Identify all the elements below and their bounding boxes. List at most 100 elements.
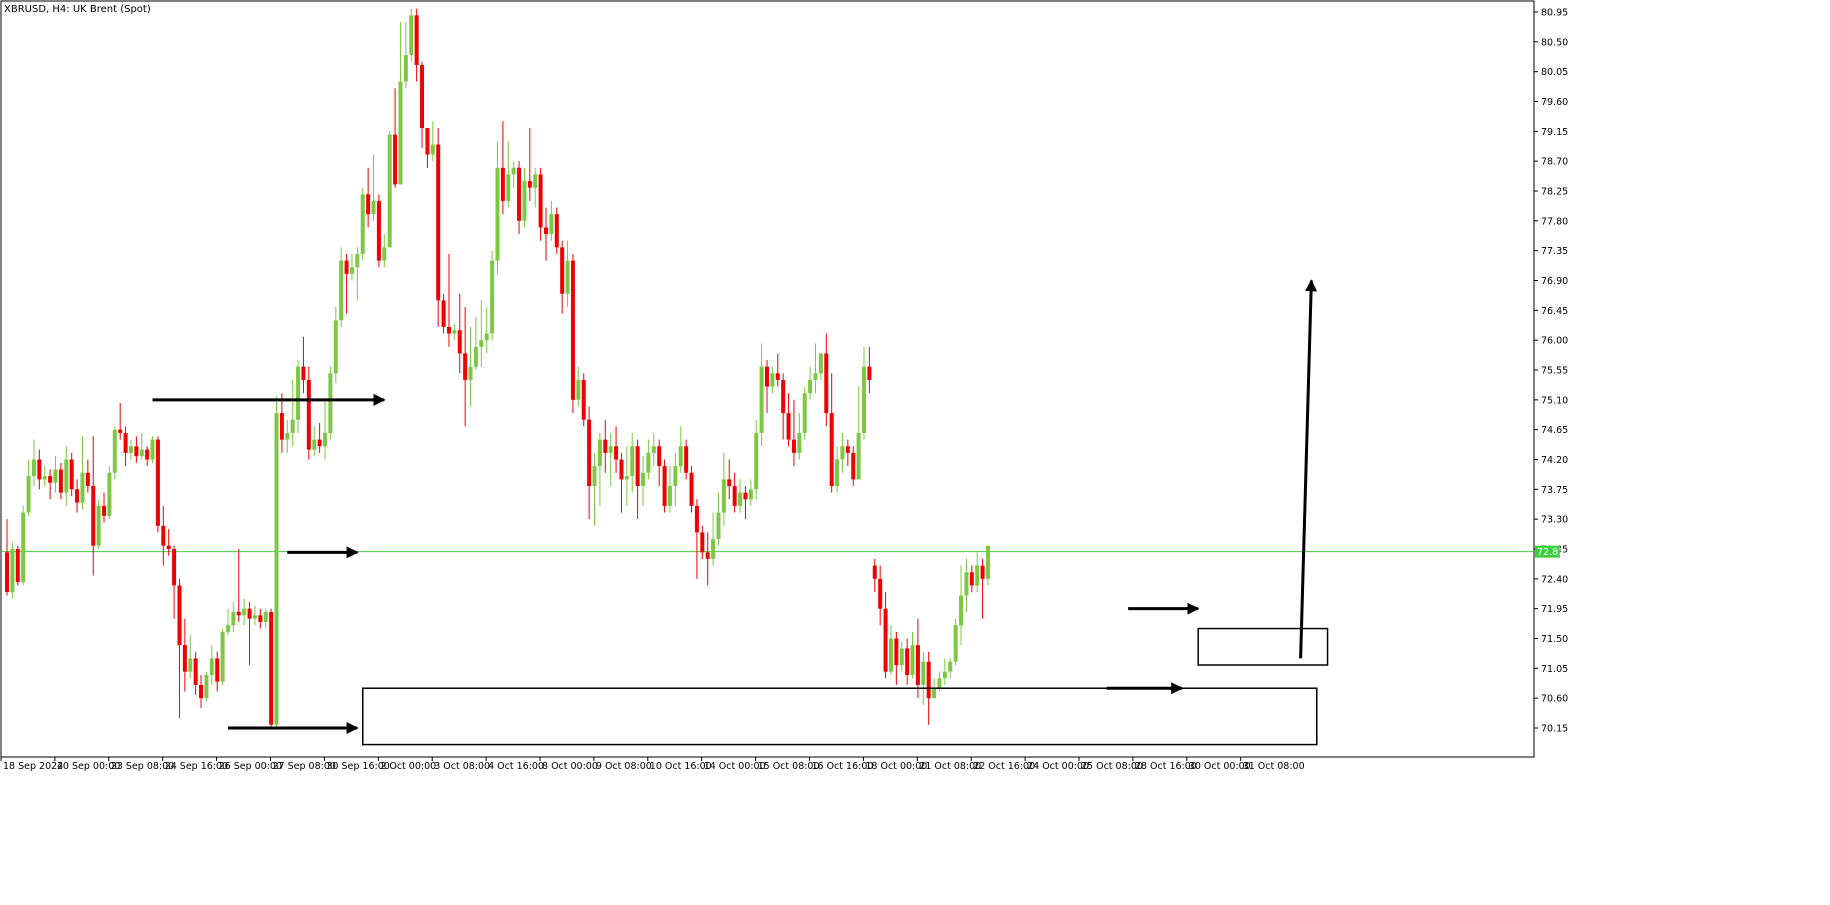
candle[interactable] (112, 426, 117, 480)
candle[interactable] (209, 645, 214, 685)
candle[interactable] (721, 452, 726, 526)
candle[interactable] (107, 466, 112, 520)
candle[interactable] (705, 532, 710, 586)
candle[interactable] (263, 608, 268, 629)
candle[interactable] (349, 253, 354, 281)
candle[interactable] (85, 459, 90, 493)
candle[interactable] (587, 406, 592, 520)
candle[interactable] (770, 366, 775, 394)
candle[interactable] (215, 651, 220, 692)
candle[interactable] (118, 403, 123, 440)
candle[interactable] (252, 605, 257, 626)
candle[interactable] (980, 558, 985, 619)
candle[interactable] (274, 396, 279, 728)
candle[interactable] (716, 492, 721, 546)
candle[interactable] (597, 432, 602, 506)
candle[interactable] (403, 21, 408, 89)
candle[interactable] (802, 386, 807, 440)
candle[interactable] (684, 439, 689, 480)
candle[interactable] (969, 565, 974, 593)
candle[interactable] (53, 456, 58, 493)
candle[interactable] (797, 413, 802, 460)
annotation-arrow[interactable] (1299, 279, 1318, 659)
candle[interactable] (538, 167, 543, 241)
candle[interactable] (759, 343, 764, 447)
candle[interactable] (754, 419, 759, 500)
candle[interactable] (700, 525, 705, 559)
candle[interactable] (915, 618, 920, 699)
candle[interactable] (64, 446, 69, 506)
candle[interactable] (134, 436, 139, 463)
candle[interactable] (517, 161, 522, 235)
candle[interactable] (570, 253, 575, 414)
candle[interactable] (166, 529, 171, 556)
candle[interactable] (75, 479, 80, 513)
candle[interactable] (231, 602, 236, 632)
annotation-rectangle[interactable] (1197, 627, 1329, 666)
candle[interactable] (592, 452, 597, 526)
candle[interactable] (312, 426, 317, 457)
candle[interactable] (414, 8, 419, 82)
candle[interactable] (851, 446, 856, 487)
candle[interactable] (490, 250, 495, 341)
candle[interactable] (360, 187, 365, 261)
candle[interactable] (48, 469, 53, 500)
candle[interactable] (328, 366, 333, 440)
candle[interactable] (182, 618, 187, 692)
candle[interactable] (204, 671, 209, 702)
candle[interactable] (506, 141, 511, 208)
candle[interactable] (279, 393, 284, 453)
candle[interactable] (748, 479, 753, 506)
candle[interactable] (376, 194, 381, 268)
candle[interactable] (463, 307, 468, 427)
candle[interactable] (764, 360, 769, 414)
candle[interactable] (225, 608, 230, 636)
candle[interactable] (436, 128, 441, 327)
candle[interactable] (80, 436, 85, 510)
candle[interactable] (786, 393, 791, 447)
candle[interactable] (883, 592, 888, 679)
candle[interactable] (781, 373, 786, 440)
candle[interactable] (840, 432, 845, 473)
candle[interactable] (161, 505, 166, 566)
candle[interactable] (614, 426, 619, 473)
candle[interactable] (446, 253, 451, 347)
candle[interactable] (420, 61, 425, 148)
candle[interactable] (37, 449, 42, 490)
candle[interactable] (959, 565, 964, 646)
candle[interactable] (624, 446, 629, 506)
annotation-drawings-layer[interactable] (152, 279, 1329, 746)
candle[interactable] (554, 207, 559, 254)
candle[interactable] (905, 638, 910, 685)
candle[interactable] (641, 456, 646, 506)
candle[interactable] (495, 141, 500, 274)
candle[interactable] (484, 307, 489, 354)
candle[interactable] (775, 353, 780, 387)
candle[interactable] (921, 651, 926, 705)
candles-layer[interactable] (5, 8, 990, 728)
candle[interactable] (290, 379, 295, 447)
candle[interactable] (878, 565, 883, 626)
candle[interactable] (808, 366, 813, 400)
candle[interactable] (678, 426, 683, 473)
candle[interactable] (888, 625, 893, 675)
candle[interactable] (544, 207, 548, 261)
candle[interactable] (522, 167, 527, 228)
price-axis[interactable]: 80.95 80.50 80.05 79.60 79.15 78.70 78.25 77.80… (1534, 8, 1568, 735)
candle[interactable] (743, 486, 748, 520)
candle[interactable] (91, 436, 96, 576)
candle[interactable] (646, 439, 651, 480)
candle[interactable] (910, 631, 915, 679)
candle[interactable] (323, 399, 328, 460)
candle[interactable] (398, 21, 403, 185)
candle[interactable] (560, 240, 565, 314)
candle[interactable] (867, 346, 872, 394)
candle[interactable] (581, 373, 586, 427)
candle[interactable] (565, 240, 570, 308)
candle[interactable] (387, 131, 392, 248)
candle[interactable] (608, 432, 613, 487)
candle[interactable] (533, 167, 538, 208)
candle[interactable] (296, 360, 301, 433)
